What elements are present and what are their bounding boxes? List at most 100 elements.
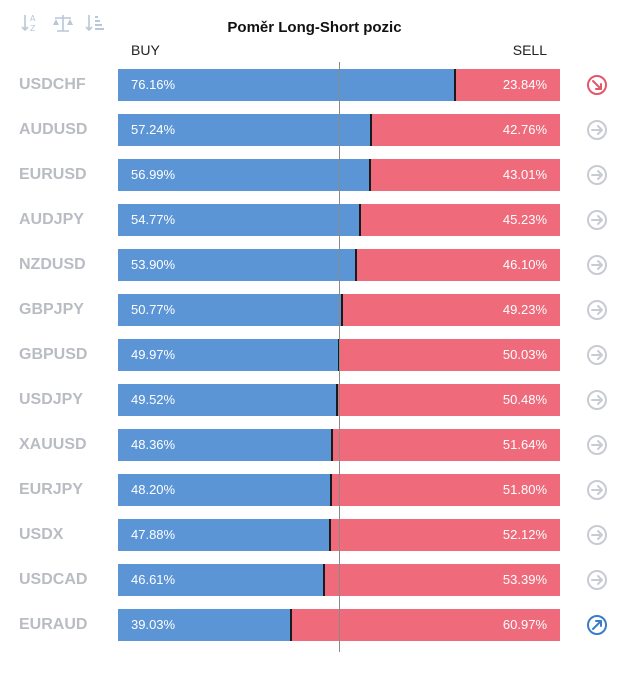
- trend-neutral-icon[interactable]: [586, 209, 608, 231]
- bar-divider: [329, 519, 331, 551]
- pair-label: USDJPY: [19, 391, 84, 408]
- pair-label: GBPUSD: [19, 346, 88, 363]
- buy-value-label: 49.52%: [131, 392, 176, 407]
- bar-divider: [454, 69, 456, 101]
- sell-value-label: 43.01%: [502, 167, 547, 182]
- table-row: EURUSD 56.99% 43.01%: [0, 159, 629, 191]
- toolbar: A Z: [20, 12, 106, 34]
- buy-value-label: 47.88%: [131, 527, 176, 542]
- ratio-bar[interactable]: 48.36% 51.64%: [118, 429, 560, 461]
- buy-bar: [118, 474, 331, 506]
- pair-label: EURAUD: [19, 616, 88, 633]
- buy-bar: [118, 429, 332, 461]
- pair-label: USDCHF: [19, 76, 86, 93]
- buy-bar: [118, 384, 337, 416]
- trend-neutral-icon[interactable]: [586, 479, 608, 501]
- trend-neutral-icon[interactable]: [586, 569, 608, 591]
- sell-value-label: 23.84%: [502, 77, 547, 92]
- buy-header: BUY: [131, 42, 160, 58]
- buy-value-label: 39.03%: [131, 617, 176, 632]
- trend-neutral-icon[interactable]: [586, 344, 608, 366]
- sell-value-label: 53.39%: [502, 572, 547, 587]
- sort-descending-icon[interactable]: [84, 12, 106, 34]
- ratio-bar[interactable]: 57.24% 42.76%: [118, 114, 560, 146]
- sell-bar: [339, 339, 560, 371]
- sell-header: SELL: [512, 42, 547, 58]
- bar-divider: [330, 474, 332, 506]
- sell-value-label: 51.80%: [502, 482, 547, 497]
- ratio-bar[interactable]: 49.97% 50.03%: [118, 339, 560, 371]
- buy-bar: [118, 609, 291, 641]
- table-row: XAUUSD 48.36% 51.64%: [0, 429, 629, 461]
- ratio-bar[interactable]: 48.20% 51.80%: [118, 474, 560, 506]
- pair-label: USDX: [19, 526, 64, 543]
- table-row: USDX 47.88% 52.12%: [0, 519, 629, 551]
- fifty-percent-line: [339, 62, 340, 652]
- ratio-bar[interactable]: 56.99% 43.01%: [118, 159, 560, 191]
- bar-divider: [355, 249, 357, 281]
- trend-neutral-icon[interactable]: [586, 119, 608, 141]
- bar-divider: [359, 204, 361, 236]
- table-row: EURAUD 39.03% 60.97%: [0, 609, 629, 641]
- sort-alphabetical-icon[interactable]: A Z: [20, 12, 42, 34]
- sell-value-label: 52.12%: [502, 527, 547, 542]
- ratio-bar[interactable]: 76.16% 23.84%: [118, 69, 560, 101]
- buy-bar: [118, 249, 356, 281]
- buy-value-label: 56.99%: [131, 167, 176, 182]
- sell-bar: [360, 204, 560, 236]
- ratio-bar[interactable]: 54.77% 45.23%: [118, 204, 560, 236]
- sell-value-label: 50.48%: [502, 392, 547, 407]
- trend-down-icon[interactable]: [586, 74, 608, 96]
- ratio-bar[interactable]: 53.90% 46.10%: [118, 249, 560, 281]
- bar-divider: [369, 159, 371, 191]
- bar-divider: [290, 609, 292, 641]
- buy-bar: [118, 159, 370, 191]
- sell-value-label: 46.10%: [502, 257, 547, 272]
- trend-up-icon[interactable]: [586, 614, 608, 636]
- buy-bar: [118, 204, 360, 236]
- trend-neutral-icon[interactable]: [586, 254, 608, 276]
- buy-value-label: 53.90%: [131, 257, 176, 272]
- sell-bar: [331, 474, 560, 506]
- buy-value-label: 48.36%: [131, 437, 176, 452]
- buy-value-label: 50.77%: [131, 302, 176, 317]
- trend-neutral-icon[interactable]: [586, 434, 608, 456]
- pair-label: AUDUSD: [19, 121, 88, 138]
- sell-bar: [356, 249, 560, 281]
- buy-bar: [118, 564, 324, 596]
- buy-bar: [118, 114, 371, 146]
- ratio-bar[interactable]: 47.88% 52.12%: [118, 519, 560, 551]
- svg-text:A: A: [30, 14, 36, 23]
- buy-bar: [118, 519, 330, 551]
- sell-value-label: 49.23%: [502, 302, 547, 317]
- sell-value-label: 45.23%: [502, 212, 547, 227]
- buy-bar: [118, 339, 339, 371]
- trend-neutral-icon[interactable]: [586, 524, 608, 546]
- buy-value-label: 57.24%: [131, 122, 176, 137]
- pair-label: EURUSD: [19, 166, 87, 183]
- ratio-bar[interactable]: 50.77% 49.23%: [118, 294, 560, 326]
- sell-bar: [342, 294, 560, 326]
- ratio-bar[interactable]: 39.03% 60.97%: [118, 609, 560, 641]
- sell-value-label: 60.97%: [502, 617, 547, 632]
- pair-label: GBPJPY: [19, 301, 84, 318]
- sell-bar: [455, 69, 560, 101]
- pair-label: USDCAD: [19, 571, 88, 588]
- trend-neutral-icon[interactable]: [586, 164, 608, 186]
- trend-neutral-icon[interactable]: [586, 389, 608, 411]
- table-row: EURJPY 48.20% 51.80%: [0, 474, 629, 506]
- table-row: USDCHF 76.16% 23.84%: [0, 69, 629, 101]
- sell-bar: [324, 564, 560, 596]
- pair-label: XAUUSD: [19, 436, 87, 453]
- balance-scale-icon[interactable]: [52, 12, 74, 34]
- buy-bar: [118, 69, 455, 101]
- ratio-bar[interactable]: 46.61% 53.39%: [118, 564, 560, 596]
- ratio-bar[interactable]: 49.52% 50.48%: [118, 384, 560, 416]
- table-row: AUDJPY 54.77% 45.23%: [0, 204, 629, 236]
- buy-value-label: 49.97%: [131, 347, 176, 362]
- sell-bar: [330, 519, 560, 551]
- table-row: USDCAD 46.61% 53.39%: [0, 564, 629, 596]
- svg-text:Z: Z: [30, 24, 36, 33]
- buy-bar: [118, 294, 342, 326]
- trend-neutral-icon[interactable]: [586, 299, 608, 321]
